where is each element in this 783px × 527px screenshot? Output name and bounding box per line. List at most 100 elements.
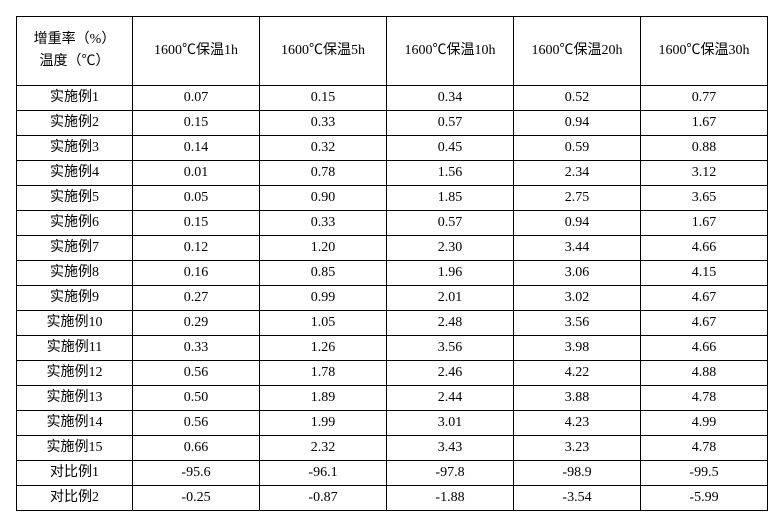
cell-value: 0.50 bbox=[133, 386, 260, 411]
table-row: 对比例2-0.25-0.87-1.88-3.54-5.99 bbox=[17, 486, 768, 511]
table-row: 实施例130.501.892.443.884.78 bbox=[17, 386, 768, 411]
cell-value: 1.67 bbox=[641, 211, 768, 236]
cell-value: 4.78 bbox=[641, 436, 768, 461]
cell-value: 2.32 bbox=[260, 436, 387, 461]
cell-value: 0.15 bbox=[260, 86, 387, 111]
cell-value: 0.14 bbox=[133, 136, 260, 161]
cell-value: 0.78 bbox=[260, 161, 387, 186]
table-row: 实施例50.050.901.852.753.65 bbox=[17, 186, 768, 211]
cell-value: 1.67 bbox=[641, 111, 768, 136]
row-label: 实施例15 bbox=[17, 436, 133, 461]
corner-line1: 增重率（%） bbox=[34, 32, 116, 47]
cell-value: 0.59 bbox=[514, 136, 641, 161]
cell-value: 0.16 bbox=[133, 261, 260, 286]
cell-value: 3.88 bbox=[514, 386, 641, 411]
header-corner-cell: 增重率（%） 温度（℃） bbox=[17, 17, 133, 86]
cell-value: 3.23 bbox=[514, 436, 641, 461]
table-row: 实施例100.291.052.483.564.67 bbox=[17, 311, 768, 336]
cell-value: 0.56 bbox=[133, 411, 260, 436]
cell-value: 0.07 bbox=[133, 86, 260, 111]
table-row: 实施例90.270.992.013.024.67 bbox=[17, 286, 768, 311]
cell-value: 4.99 bbox=[641, 411, 768, 436]
row-label: 实施例14 bbox=[17, 411, 133, 436]
table-row: 实施例60.150.330.570.941.67 bbox=[17, 211, 768, 236]
corner-line2: 温度（℃） bbox=[40, 54, 110, 69]
cell-value: 4.88 bbox=[641, 361, 768, 386]
row-label: 实施例7 bbox=[17, 236, 133, 261]
header-col-4: 1600℃保温20h bbox=[514, 17, 641, 86]
row-label: 实施例9 bbox=[17, 286, 133, 311]
cell-value: 0.05 bbox=[133, 186, 260, 211]
table-header: 增重率（%） 温度（℃） 1600℃保温1h 1600℃保温5h 1600℃保温… bbox=[17, 17, 768, 86]
cell-value: 0.90 bbox=[260, 186, 387, 211]
cell-value: 0.32 bbox=[260, 136, 387, 161]
cell-value: 0.34 bbox=[387, 86, 514, 111]
cell-value: 0.27 bbox=[133, 286, 260, 311]
cell-value: 0.66 bbox=[133, 436, 260, 461]
row-label: 实施例4 bbox=[17, 161, 133, 186]
cell-value: 4.66 bbox=[641, 336, 768, 361]
cell-value: 3.56 bbox=[514, 311, 641, 336]
table-row: 实施例150.662.323.433.234.78 bbox=[17, 436, 768, 461]
cell-value: 4.66 bbox=[641, 236, 768, 261]
cell-value: 0.52 bbox=[514, 86, 641, 111]
cell-value: 3.44 bbox=[514, 236, 641, 261]
cell-value: -98.9 bbox=[514, 461, 641, 486]
cell-value: 0.33 bbox=[260, 211, 387, 236]
table-row: 实施例30.140.320.450.590.88 bbox=[17, 136, 768, 161]
cell-value: 4.22 bbox=[514, 361, 641, 386]
table-row: 实施例140.561.993.014.234.99 bbox=[17, 411, 768, 436]
cell-value: 0.15 bbox=[133, 111, 260, 136]
cell-value: 0.94 bbox=[514, 111, 641, 136]
row-label: 对比例2 bbox=[17, 486, 133, 511]
cell-value: 0.99 bbox=[260, 286, 387, 311]
cell-value: 4.67 bbox=[641, 286, 768, 311]
table-row: 实施例80.160.851.963.064.15 bbox=[17, 261, 768, 286]
cell-value: 3.98 bbox=[514, 336, 641, 361]
row-label: 对比例1 bbox=[17, 461, 133, 486]
cell-value: -3.54 bbox=[514, 486, 641, 511]
cell-value: 1.20 bbox=[260, 236, 387, 261]
cell-value: 0.33 bbox=[133, 336, 260, 361]
cell-value: 0.45 bbox=[387, 136, 514, 161]
row-label: 实施例5 bbox=[17, 186, 133, 211]
cell-value: 0.77 bbox=[641, 86, 768, 111]
cell-value: -5.99 bbox=[641, 486, 768, 511]
cell-value: 3.01 bbox=[387, 411, 514, 436]
table-row: 实施例110.331.263.563.984.66 bbox=[17, 336, 768, 361]
row-label: 实施例10 bbox=[17, 311, 133, 336]
cell-value: -99.5 bbox=[641, 461, 768, 486]
cell-value: 1.99 bbox=[260, 411, 387, 436]
table-row: 实施例120.561.782.464.224.88 bbox=[17, 361, 768, 386]
cell-value: 0.12 bbox=[133, 236, 260, 261]
cell-value: 3.06 bbox=[514, 261, 641, 286]
cell-value: 1.26 bbox=[260, 336, 387, 361]
row-label: 实施例6 bbox=[17, 211, 133, 236]
cell-value: 4.15 bbox=[641, 261, 768, 286]
cell-value: 0.85 bbox=[260, 261, 387, 286]
header-col-1: 1600℃保温1h bbox=[133, 17, 260, 86]
cell-value: 4.23 bbox=[514, 411, 641, 436]
row-label: 实施例13 bbox=[17, 386, 133, 411]
cell-value: 3.65 bbox=[641, 186, 768, 211]
cell-value: 2.30 bbox=[387, 236, 514, 261]
cell-value: 1.89 bbox=[260, 386, 387, 411]
cell-value: 0.01 bbox=[133, 161, 260, 186]
cell-value: 1.56 bbox=[387, 161, 514, 186]
cell-value: 0.57 bbox=[387, 211, 514, 236]
row-label: 实施例2 bbox=[17, 111, 133, 136]
cell-value: 1.78 bbox=[260, 361, 387, 386]
row-label: 实施例12 bbox=[17, 361, 133, 386]
cell-value: 1.05 bbox=[260, 311, 387, 336]
header-col-3: 1600℃保温10h bbox=[387, 17, 514, 86]
table-row: 实施例10.070.150.340.520.77 bbox=[17, 86, 768, 111]
cell-value: 1.85 bbox=[387, 186, 514, 211]
cell-value: 1.96 bbox=[387, 261, 514, 286]
cell-value: 3.43 bbox=[387, 436, 514, 461]
cell-value: 2.48 bbox=[387, 311, 514, 336]
cell-value: 4.78 bbox=[641, 386, 768, 411]
cell-value: -0.25 bbox=[133, 486, 260, 511]
header-col-5: 1600℃保温30h bbox=[641, 17, 768, 86]
cell-value: 3.56 bbox=[387, 336, 514, 361]
cell-value: 0.56 bbox=[133, 361, 260, 386]
